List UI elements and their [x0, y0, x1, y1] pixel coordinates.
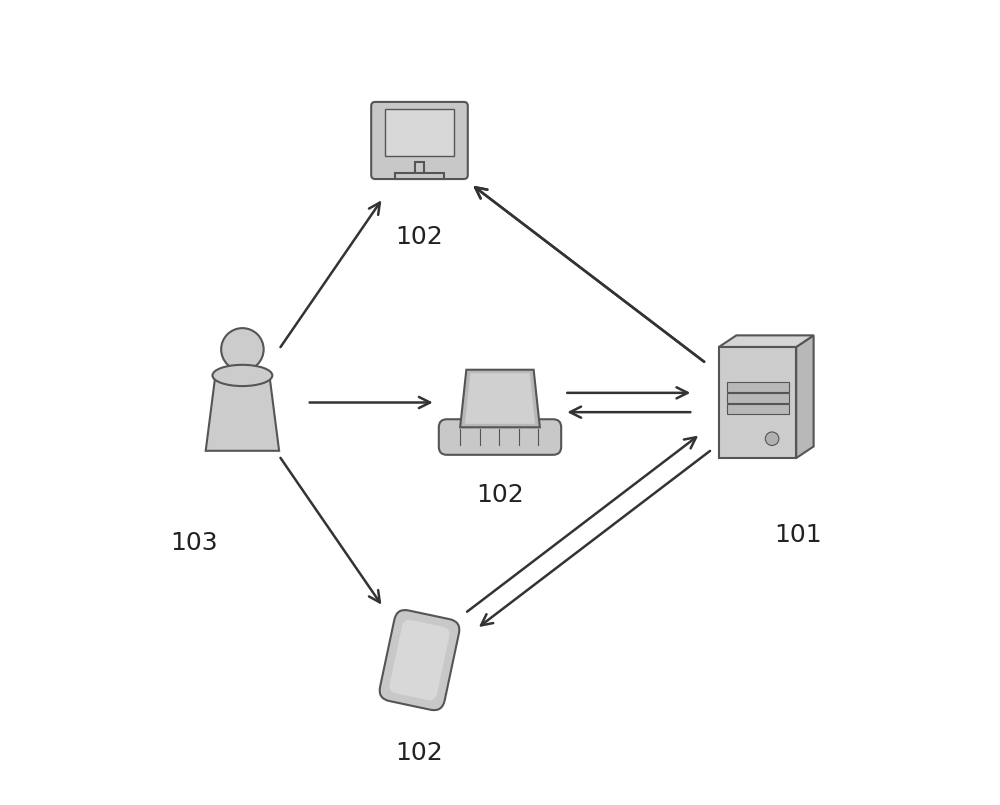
Text: 102: 102	[396, 225, 443, 250]
Polygon shape	[206, 375, 279, 451]
Bar	[415, 162, 424, 178]
Bar	[727, 393, 789, 402]
FancyBboxPatch shape	[380, 610, 459, 710]
Bar	[727, 382, 789, 392]
FancyBboxPatch shape	[371, 102, 468, 179]
FancyBboxPatch shape	[389, 620, 450, 700]
Circle shape	[221, 328, 264, 370]
Circle shape	[765, 432, 779, 445]
Bar	[719, 347, 796, 458]
Polygon shape	[719, 336, 814, 347]
Polygon shape	[796, 336, 814, 458]
Text: 102: 102	[476, 483, 524, 507]
Bar	[395, 173, 444, 180]
Text: 102: 102	[396, 741, 443, 765]
Polygon shape	[465, 374, 535, 424]
Text: 101: 101	[774, 523, 822, 547]
Ellipse shape	[212, 365, 272, 386]
FancyBboxPatch shape	[439, 419, 561, 455]
Polygon shape	[460, 369, 540, 427]
Bar	[385, 109, 454, 155]
Text: 103: 103	[170, 531, 218, 555]
Bar	[727, 404, 789, 414]
